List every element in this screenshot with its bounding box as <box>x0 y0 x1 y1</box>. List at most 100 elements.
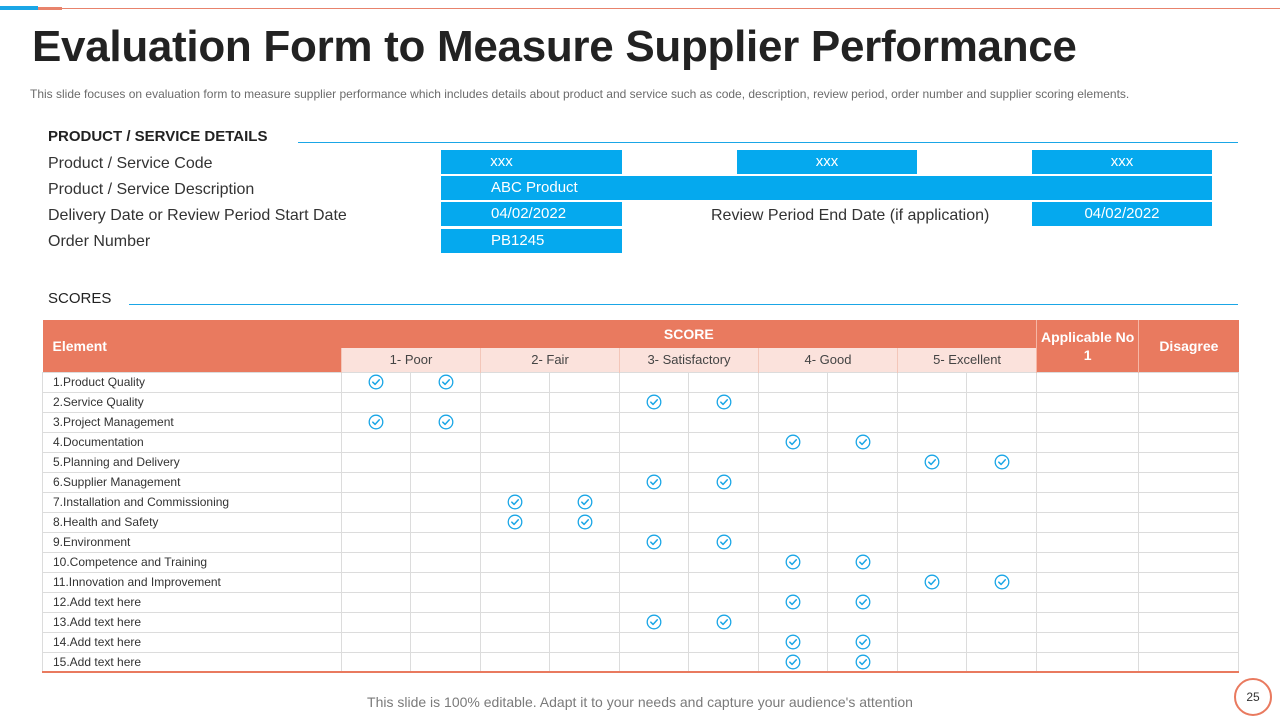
score-cell[interactable] <box>410 471 481 493</box>
score-cell[interactable] <box>619 471 689 493</box>
applicable-cell[interactable] <box>1036 591 1140 613</box>
score-cell[interactable] <box>480 531 550 553</box>
code-field-1[interactable]: xxx <box>441 150 622 174</box>
score-cell[interactable] <box>549 431 620 453</box>
score-cell[interactable] <box>758 371 828 393</box>
score-cell[interactable] <box>688 551 759 573</box>
score-cell[interactable] <box>897 411 967 433</box>
disagree-cell[interactable] <box>1138 631 1240 653</box>
disagree-cell[interactable] <box>1138 391 1240 413</box>
score-cell[interactable] <box>758 591 828 613</box>
score-cell[interactable] <box>897 531 967 553</box>
score-cell[interactable] <box>410 511 481 533</box>
applicable-cell[interactable] <box>1036 451 1140 473</box>
score-cell[interactable] <box>480 451 550 473</box>
score-cell[interactable] <box>827 371 898 393</box>
score-cell[interactable] <box>619 371 689 393</box>
score-cell[interactable] <box>341 631 411 653</box>
score-cell[interactable] <box>758 411 828 433</box>
disagree-cell[interactable] <box>1138 511 1240 533</box>
score-cell[interactable] <box>827 431 898 453</box>
score-cell[interactable] <box>897 491 967 513</box>
applicable-cell[interactable] <box>1036 571 1140 593</box>
disagree-cell[interactable] <box>1138 471 1240 493</box>
disagree-cell[interactable] <box>1138 571 1240 593</box>
score-cell[interactable] <box>549 511 620 533</box>
score-cell[interactable] <box>688 471 759 493</box>
disagree-cell[interactable] <box>1138 551 1240 573</box>
score-cell[interactable] <box>480 551 550 573</box>
score-cell[interactable] <box>965 611 1038 633</box>
score-cell[interactable] <box>619 551 689 573</box>
applicable-cell[interactable] <box>1036 491 1140 513</box>
applicable-cell[interactable] <box>1036 511 1140 533</box>
applicable-cell[interactable] <box>1036 471 1140 493</box>
disagree-cell[interactable] <box>1138 531 1240 553</box>
score-cell[interactable] <box>688 451 759 473</box>
score-cell[interactable] <box>410 391 481 413</box>
score-cell[interactable] <box>758 571 828 593</box>
score-cell[interactable] <box>619 511 689 533</box>
score-cell[interactable] <box>758 651 828 673</box>
applicable-cell[interactable] <box>1036 371 1140 393</box>
score-cell[interactable] <box>965 491 1038 513</box>
score-cell[interactable] <box>965 451 1038 473</box>
score-cell[interactable] <box>827 391 898 413</box>
score-cell[interactable] <box>965 591 1038 613</box>
score-cell[interactable] <box>827 491 898 513</box>
score-cell[interactable] <box>758 491 828 513</box>
score-cell[interactable] <box>688 531 759 553</box>
score-cell[interactable] <box>897 371 967 393</box>
disagree-cell[interactable] <box>1138 451 1240 473</box>
score-cell[interactable] <box>965 531 1038 553</box>
score-cell[interactable] <box>827 591 898 613</box>
score-cell[interactable] <box>688 491 759 513</box>
score-cell[interactable] <box>619 571 689 593</box>
score-cell[interactable] <box>965 471 1038 493</box>
start-date-field[interactable]: 04/02/2022 <box>441 202 622 226</box>
applicable-cell[interactable] <box>1036 391 1140 413</box>
applicable-cell[interactable] <box>1036 631 1140 653</box>
applicable-cell[interactable] <box>1036 551 1140 573</box>
score-cell[interactable] <box>341 371 411 393</box>
score-cell[interactable] <box>619 491 689 513</box>
score-cell[interactable] <box>410 571 481 593</box>
score-cell[interactable] <box>688 371 759 393</box>
score-cell[interactable] <box>619 391 689 413</box>
score-cell[interactable] <box>827 651 898 673</box>
score-cell[interactable] <box>480 611 550 633</box>
score-cell[interactable] <box>688 391 759 413</box>
score-cell[interactable] <box>549 631 620 653</box>
score-cell[interactable] <box>897 431 967 453</box>
score-cell[interactable] <box>549 591 620 613</box>
end-date-field[interactable]: 04/02/2022 <box>1032 202 1212 226</box>
score-cell[interactable] <box>480 591 550 613</box>
score-cell[interactable] <box>549 611 620 633</box>
order-number-field[interactable]: PB1245 <box>441 229 622 253</box>
score-cell[interactable] <box>480 431 550 453</box>
code-field-3[interactable]: xxx <box>1032 150 1212 174</box>
score-cell[interactable] <box>341 511 411 533</box>
score-cell[interactable] <box>688 631 759 653</box>
score-cell[interactable] <box>341 411 411 433</box>
score-cell[interactable] <box>480 371 550 393</box>
disagree-cell[interactable] <box>1138 371 1240 393</box>
score-cell[interactable] <box>410 591 481 613</box>
score-cell[interactable] <box>897 631 967 653</box>
score-cell[interactable] <box>827 511 898 533</box>
score-cell[interactable] <box>410 431 481 453</box>
score-cell[interactable] <box>827 571 898 593</box>
score-cell[interactable] <box>341 551 411 573</box>
score-cell[interactable] <box>549 391 620 413</box>
score-cell[interactable] <box>965 651 1038 673</box>
score-cell[interactable] <box>827 631 898 653</box>
score-cell[interactable] <box>480 411 550 433</box>
score-cell[interactable] <box>619 531 689 553</box>
score-cell[interactable] <box>341 651 411 673</box>
score-cell[interactable] <box>480 571 550 593</box>
score-cell[interactable] <box>965 431 1038 453</box>
disagree-cell[interactable] <box>1138 491 1240 513</box>
score-cell[interactable] <box>341 451 411 473</box>
score-cell[interactable] <box>827 471 898 493</box>
score-cell[interactable] <box>480 651 550 673</box>
